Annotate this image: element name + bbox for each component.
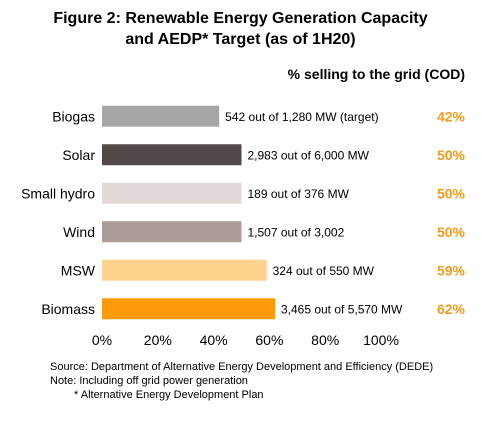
x-tick-label: 20% (144, 332, 172, 348)
category-label: Small hydro (21, 185, 95, 201)
category-label: Biomass (41, 301, 95, 317)
bar-value-label: 324 out of 550 MW (273, 264, 375, 278)
bar-6 (102, 298, 275, 320)
aedp-footnote: * Alternative Energy Development Plan (74, 389, 264, 401)
category-label: Wind (63, 224, 95, 240)
bar-1 (102, 105, 220, 127)
x-tick-label: 100% (363, 332, 399, 348)
bar-value-label: 2,983 out of 6,000 MW (248, 148, 370, 162)
bar-value-label: 1,507 out of 3,002 (248, 225, 345, 239)
selling-percent: 50% (437, 185, 466, 201)
chart-title-line-2: and AEDP* Target (as of 1H20) (125, 31, 356, 48)
bar-5 (102, 259, 267, 281)
x-tick-label: 60% (255, 332, 283, 348)
bar-chart: Biogas 542 out of 1,280 MW (target) 42% Sol… (21, 105, 466, 348)
selling-percent: 50% (437, 147, 466, 163)
category-label: MSW (61, 262, 96, 278)
x-tick-label: 0% (92, 332, 112, 348)
bar-3 (102, 182, 242, 204)
chart-title-line-1: Figure 2: Renewable Energy Generation Ca… (53, 10, 428, 27)
grid-note: Note: Including off grid power generatio… (50, 375, 248, 387)
x-tick-label: 80% (311, 332, 339, 348)
selling-percent: 50% (437, 224, 466, 240)
bar-2 (102, 144, 242, 166)
source-note: Source: Department of Alternative Energy… (50, 361, 434, 373)
selling-percent: 42% (437, 108, 466, 124)
bar-value-label: 542 out of 1,280 MW (target) (225, 110, 378, 124)
selling-percent: 62% (437, 301, 466, 317)
bar-value-label: 189 out of 376 MW (248, 187, 350, 201)
selling-to-grid-header: % selling to the grid (COD) (287, 66, 465, 82)
chart-title: Figure 2: Renewable Energy Generation Ca… (0, 8, 481, 50)
chart-notes: Source: Department of Alternative Energy… (50, 360, 433, 402)
bar-value-label: 3,465 out of 5,570 MW (281, 302, 403, 316)
selling-percent: 59% (437, 262, 466, 278)
bar-4 (102, 221, 242, 243)
x-tick-label: 40% (200, 332, 228, 348)
category-label: Biogas (52, 108, 95, 124)
category-label: Solar (62, 147, 95, 163)
